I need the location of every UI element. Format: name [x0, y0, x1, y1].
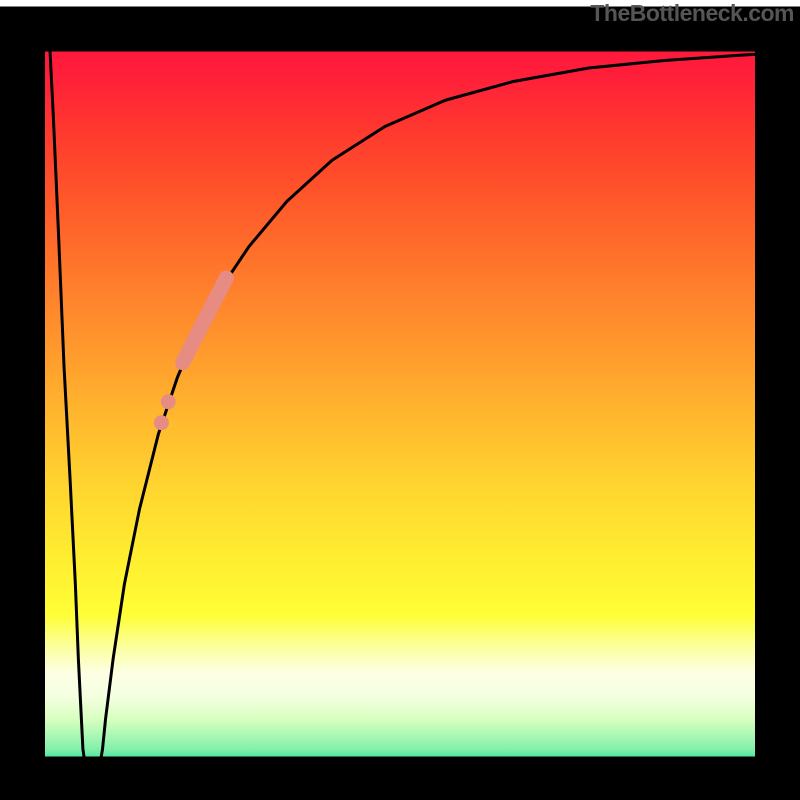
- marker-dot-0: [161, 394, 176, 409]
- watermark-text: TheBottleneck.com: [590, 0, 794, 27]
- marker-dot-1: [154, 415, 169, 430]
- chart-background: [23, 29, 778, 779]
- chart-container: TheBottleneck.com: [0, 0, 800, 800]
- bottleneck-chart: [0, 0, 800, 800]
